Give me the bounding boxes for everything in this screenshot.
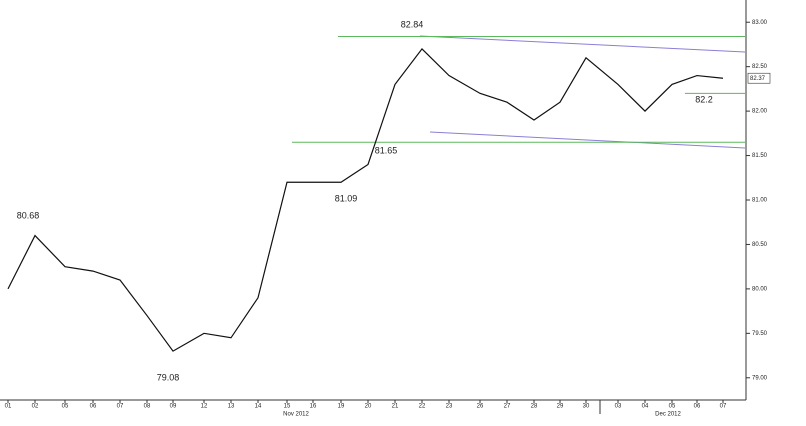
x-tick-label: 29 xyxy=(557,404,564,410)
x-tick-label: 09 xyxy=(170,404,177,410)
x-tick-label: 22 xyxy=(419,404,426,410)
x-tick-label: 03 xyxy=(615,404,622,410)
last-price-box xyxy=(747,72,771,84)
x-tick-label: 13 xyxy=(228,404,235,410)
x-tick-label: 16 xyxy=(310,404,317,410)
x-tick-label: 06 xyxy=(694,404,701,410)
y-tick-label: 82.50 xyxy=(752,64,768,70)
y-tick-label: 81.00 xyxy=(752,198,768,204)
x-tick-label: 28 xyxy=(531,404,538,410)
x-tick-label: 05 xyxy=(669,404,676,410)
y-tick-label: 81.50 xyxy=(752,153,768,159)
x-tick-label: 21 xyxy=(392,404,399,410)
annotation: 82.2 xyxy=(695,94,713,104)
x-tick-label: 02 xyxy=(32,404,39,410)
y-tick-label: 80.50 xyxy=(752,242,768,248)
x-tick-label: 26 xyxy=(477,404,484,410)
y-tick-label: 79.00 xyxy=(752,375,768,381)
last-price-label: 82.37 xyxy=(750,76,766,82)
y-tick-label: 83.00 xyxy=(752,20,768,26)
x-tick-label: 01 xyxy=(5,404,12,410)
trend-line xyxy=(429,131,746,149)
y-tick-label: 80.00 xyxy=(752,286,768,292)
x-tick-label: 05 xyxy=(62,404,69,410)
x-tick-label: 14 xyxy=(255,404,262,410)
trend-line xyxy=(419,35,746,53)
x-tick-label: 27 xyxy=(504,404,511,410)
annotation: 81.65 xyxy=(375,145,398,155)
month-label: Nov 2012 xyxy=(283,412,309,418)
x-tick-label: 23 xyxy=(446,404,453,410)
month-label: Dec 2012 xyxy=(655,412,681,418)
annotation: 82.84 xyxy=(401,19,424,29)
x-tick-label: 07 xyxy=(117,404,124,410)
y-tick-label: 82.00 xyxy=(752,109,768,115)
x-tick-label: 07 xyxy=(720,404,727,410)
x-tick-label: 19 xyxy=(338,404,345,410)
y-tick-label: 79.50 xyxy=(752,331,768,337)
x-tick-label: 30 xyxy=(583,404,590,410)
annotation: 81.09 xyxy=(335,193,358,203)
x-tick-label: 06 xyxy=(90,404,97,410)
annotation: 79.08 xyxy=(157,372,180,382)
x-tick-label: 12 xyxy=(201,404,208,410)
x-tick-label: 08 xyxy=(144,404,151,410)
x-tick-label: 04 xyxy=(642,404,649,410)
x-tick-label: 20 xyxy=(365,404,372,410)
x-tick-label: 15 xyxy=(284,404,291,410)
price-line xyxy=(7,47,724,352)
annotation: 80.68 xyxy=(17,210,40,220)
